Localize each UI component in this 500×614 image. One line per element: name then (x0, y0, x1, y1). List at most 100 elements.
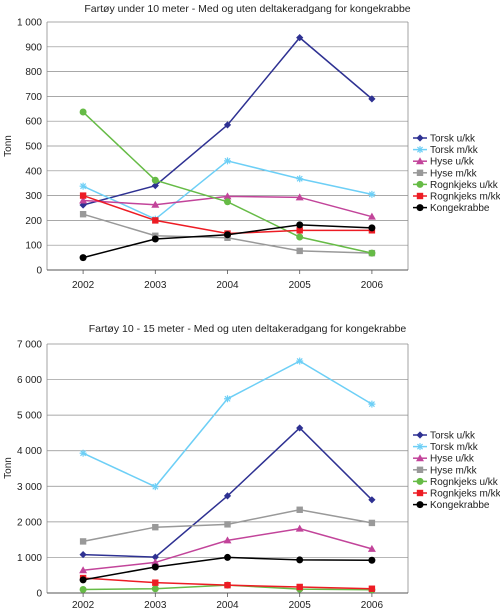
legend-label: Torsk m/kk (430, 145, 479, 156)
legend-marker (416, 466, 424, 473)
data-point (79, 566, 88, 574)
data-point (79, 211, 87, 218)
data-point (79, 254, 87, 262)
data-point (368, 496, 376, 504)
y-tick-label: 100 (25, 241, 42, 252)
data-point (224, 581, 231, 589)
data-point (296, 357, 304, 365)
legend-label: Rognkjeks u/kk (430, 477, 499, 488)
data-point (79, 108, 87, 116)
data-point (368, 585, 376, 592)
data-point (368, 224, 376, 232)
data-point (224, 521, 231, 528)
data-point (79, 182, 87, 190)
data-point (224, 157, 231, 165)
data-point (224, 553, 231, 561)
legend-label: Torsk m/kk (430, 442, 479, 453)
x-tick-label: 2006 (361, 600, 384, 611)
x-tick-label: 2003 (144, 280, 167, 291)
data-point (152, 523, 159, 531)
legend-label: Hyse u/kk (430, 157, 475, 168)
chart-panel-under-10m: Fartøy under 10 meter - Med og uten delt… (3, 3, 500, 291)
data-point (296, 424, 304, 432)
legend-item: Rognkjeks m/kk (413, 489, 500, 500)
legend-marker (416, 431, 424, 439)
data-point (151, 563, 159, 571)
chart-title: Fartøy under 10 meter - Med og uten delt… (84, 3, 410, 15)
legend-label: Rognkjeks m/kk (430, 192, 500, 203)
series-torsk-u-kk (79, 424, 376, 561)
x-tick-label: 2004 (216, 600, 239, 611)
y-tick-label: 300 (25, 191, 42, 202)
data-point (295, 193, 304, 201)
y-tick-label: 1 000 (17, 18, 42, 29)
y-tick-label: 0 (36, 266, 42, 277)
y-axis-label: Tonn (3, 457, 14, 479)
legend-marker (416, 489, 424, 497)
data-point (151, 182, 159, 190)
y-tick-label: 2 000 (17, 517, 42, 528)
series-hyse-m-kk (79, 506, 376, 545)
legend-label: Torsk u/kk (430, 431, 476, 442)
data-point (151, 483, 159, 491)
legend-marker (416, 443, 424, 451)
data-point (79, 576, 87, 584)
y-tick-label: 500 (25, 142, 42, 153)
y-tick-label: 5 000 (17, 411, 42, 422)
data-point (296, 34, 304, 42)
x-tick-label: 2005 (289, 280, 312, 291)
legend-item: Torsk m/kk (413, 145, 479, 156)
x-tick-label: 2006 (361, 280, 384, 291)
series-kongekrabbe (79, 221, 376, 262)
data-point (296, 556, 304, 564)
legend-marker (416, 157, 424, 165)
series-hyse-u-kk (79, 524, 376, 574)
legend-item: Hyse m/kk (413, 168, 478, 179)
y-tick-label: 6 000 (17, 375, 42, 386)
data-point (296, 506, 303, 513)
data-point (79, 449, 87, 457)
series-rognkjeks-u-kk (79, 108, 376, 257)
y-axis-label: Tonn (3, 135, 14, 157)
y-tick-label: 800 (25, 67, 42, 78)
series-line (83, 527, 373, 571)
series-torsk-m-kk (79, 157, 376, 223)
legend-item: Rognkjeks u/kk (413, 180, 499, 191)
y-tick-label: 4 000 (17, 446, 42, 457)
x-tick-label: 2002 (72, 600, 95, 611)
legend-item: Hyse u/kk (413, 157, 475, 168)
data-point (79, 538, 87, 545)
legend-label: Hyse m/kk (430, 168, 478, 179)
legend-item: Torsk u/kk (413, 431, 476, 442)
legend-marker (416, 454, 424, 462)
series-hyse-u-kk (79, 192, 376, 220)
legend-label: Hyse m/kk (430, 465, 478, 476)
data-point (295, 524, 304, 532)
data-point (367, 544, 376, 552)
data-point (296, 233, 304, 241)
legend-item: Kongekrabbe (413, 500, 490, 511)
data-point (296, 583, 303, 591)
data-point (368, 519, 376, 527)
data-point (296, 227, 303, 234)
legend-item: Kongekrabbe (413, 203, 490, 214)
data-point (79, 196, 88, 204)
legend-label: Torsk u/kk (430, 134, 476, 145)
legend-marker (416, 204, 424, 212)
data-point (79, 585, 87, 593)
y-tick-label: 400 (25, 166, 42, 177)
x-tick-label: 2002 (72, 280, 95, 291)
data-point (151, 235, 159, 243)
legend-marker (416, 477, 424, 485)
y-tick-label: 3 000 (17, 482, 42, 493)
x-tick-label: 2003 (144, 600, 167, 611)
data-point (368, 95, 376, 103)
legend-item: Rognkjeks m/kk (413, 192, 500, 203)
data-point (151, 176, 159, 184)
data-point (151, 558, 160, 566)
legend-marker (416, 146, 424, 154)
y-tick-label: 200 (25, 216, 42, 227)
data-point (151, 585, 159, 593)
data-point (79, 550, 87, 559)
